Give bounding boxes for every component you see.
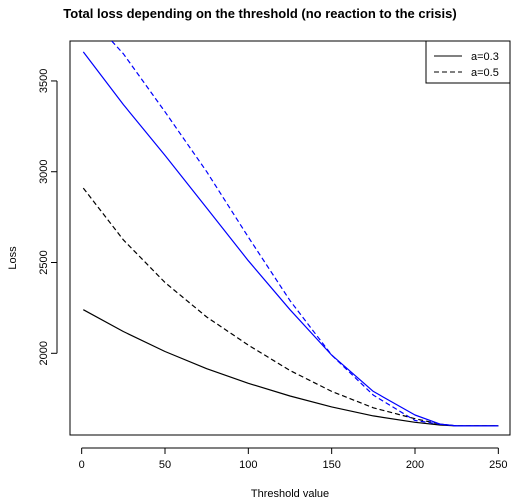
x-tick-label-4: 200 — [406, 459, 424, 471]
series-line-2 — [82, 51, 499, 427]
legend-label-a05: a=0.5 — [471, 67, 499, 79]
y-tick-label-2: 3000 — [38, 159, 50, 183]
legend: a=0.3 a=0.5 — [425, 40, 511, 84]
legend-label-a03: a=0.3 — [471, 51, 499, 63]
series-line-0 — [83, 309, 499, 427]
series-layer — [82, 41, 499, 427]
y-axis: 2000 2500 3000 3500 — [38, 69, 58, 366]
legend-box — [425, 40, 511, 84]
x-tick-label-2: 100 — [239, 459, 257, 471]
x-axis-label: Threshold value — [251, 488, 329, 500]
y-tick-label-3: 3500 — [38, 69, 50, 93]
y-axis-label: Loss — [7, 246, 19, 270]
x-axis: 0 50 100 150 200 250 — [79, 447, 508, 471]
plot-frame — [69, 40, 511, 436]
x-tick-label-1: 50 — [159, 459, 171, 471]
series-line-3 — [111, 41, 499, 427]
x-tick-label-0: 0 — [79, 459, 85, 471]
y-tick-label-1: 2500 — [38, 250, 50, 274]
series-line-1 — [82, 187, 499, 427]
chart-title: Total loss depending on the threshold (n… — [63, 6, 456, 21]
x-tick-label-3: 150 — [322, 459, 340, 471]
y-tick-label-0: 2000 — [38, 341, 50, 365]
x-tick-label-5: 250 — [489, 459, 507, 471]
